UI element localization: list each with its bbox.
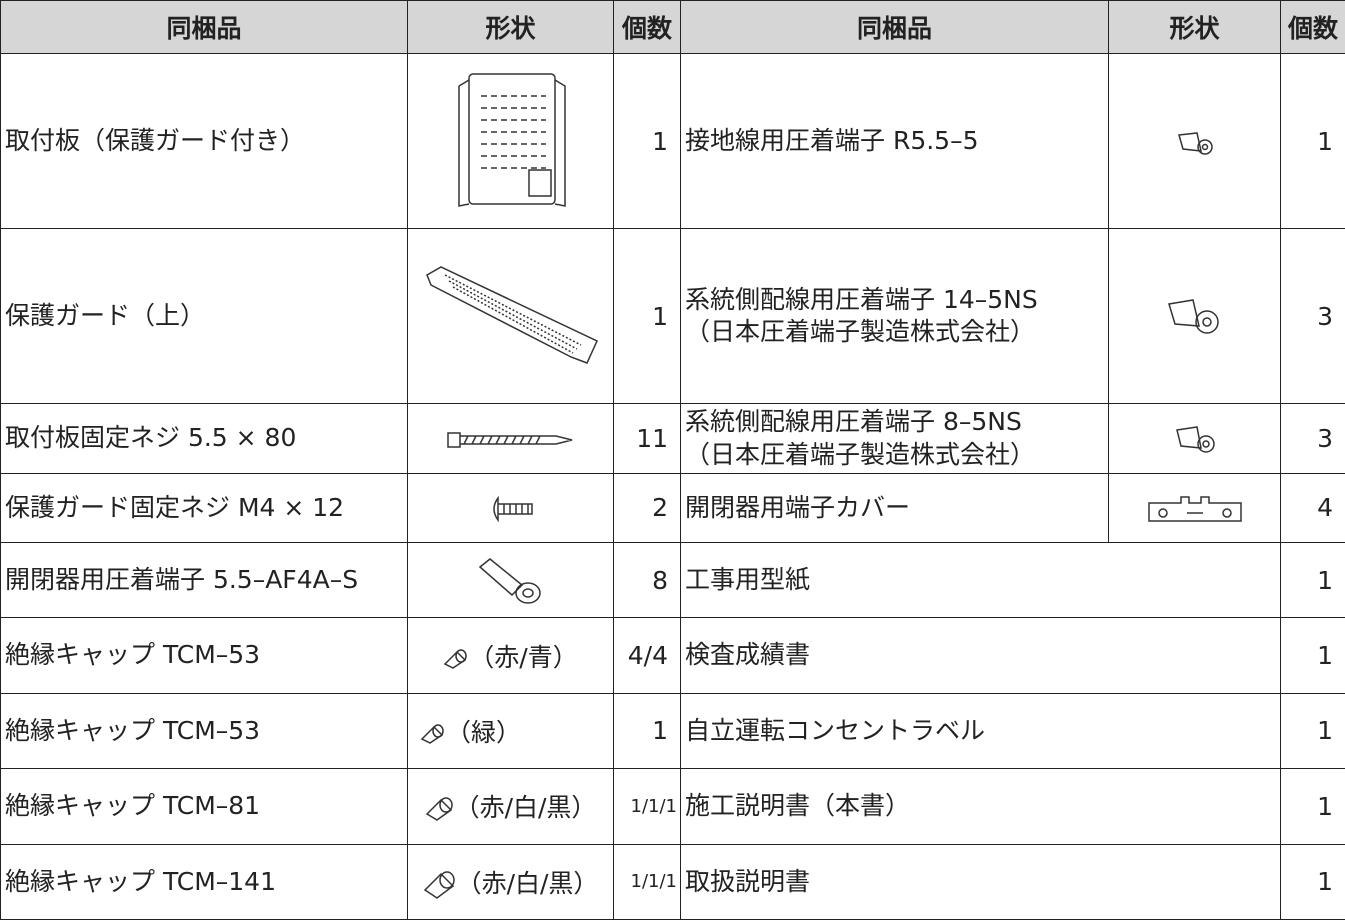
- item: 絶縁キャップ TCM–53: [0, 692, 408, 770]
- header-cell: 形状: [407, 0, 614, 54]
- shape: [1108, 228, 1281, 405]
- count: 4/4: [613, 617, 681, 694]
- cap-icon: [444, 648, 468, 669]
- item: 保護ガード（上）: [0, 228, 408, 405]
- guard-icon: [425, 266, 598, 365]
- header-cell: 同梱品: [680, 0, 1109, 54]
- count: 1: [613, 228, 681, 405]
- shape: （赤/白/黒）: [407, 768, 614, 845]
- item: 開閉器用圧着端子 5.5–AF4A–S: [0, 541, 408, 619]
- item: 検査成績書: [680, 617, 1281, 694]
- cap-icon: [425, 797, 453, 822]
- table-header: 同梱品 形状 個数 同梱品 形状 個数: [0, 0, 1345, 54]
- sleeve-icon: [478, 558, 541, 604]
- count: 1: [1280, 843, 1345, 920]
- shape: [407, 403, 614, 474]
- count: 2: [613, 472, 681, 544]
- header-cell: 同梱品: [0, 0, 408, 54]
- row: 絶縁キャップ TCM–81 （赤/白/黒） 1/1/1 施工説明書（本書） 1: [0, 768, 1345, 845]
- row: 絶縁キャップ TCM–53 （赤/青） 4/4 検査成績書 1: [0, 617, 1345, 694]
- shape: （赤/青）: [407, 617, 614, 694]
- item: 系統側配線用圧着端子 14–5NS （日本圧着端子製造株式会社）: [680, 228, 1109, 405]
- cover-icon: [1147, 496, 1242, 523]
- shape-note: （赤/白/黒）: [454, 793, 597, 823]
- cap-icon: [420, 724, 444, 744]
- small-screw-icon: [492, 496, 533, 523]
- item: 系統側配線用圧着端子 8–5NS （日本圧着端子製造株式会社）: [680, 403, 1109, 474]
- item: 施工説明書（本書）: [680, 768, 1281, 845]
- item: 接地線用圧着端子 R5.5–5: [680, 52, 1109, 230]
- count: 3: [1280, 403, 1345, 474]
- item: 自立運転コンセントラベル: [680, 692, 1281, 770]
- row: 保護ガード（上） 1 系統側配線用圧着端子 14–5NS （日本圧着端子製造株式…: [0, 228, 1345, 405]
- shape-note: （赤/白/黒）: [456, 868, 599, 898]
- shape: [407, 228, 614, 405]
- header-cell: 形状: [1108, 0, 1281, 54]
- count: 4: [1280, 472, 1345, 544]
- shape: [1108, 52, 1281, 230]
- row: 取付板固定ネジ 5.5 × 80 11 系統側配線用圧着端子 8–5NS （日本…: [0, 403, 1345, 474]
- count: 1/1/1: [613, 768, 681, 845]
- shape: [407, 472, 614, 544]
- item: 保護ガード固定ネジ M4 × 12: [0, 472, 408, 544]
- item: 取扱説明書: [680, 843, 1281, 920]
- row: 取付板（保護ガード付き） 1 接地線用圧着端子 R5.5–5 1: [0, 52, 1345, 230]
- count: 8: [613, 541, 681, 619]
- shape: [407, 52, 614, 230]
- count: 1: [1280, 617, 1345, 694]
- count: 1: [1280, 541, 1345, 619]
- item: 絶縁キャップ TCM–141: [0, 843, 408, 920]
- row: 絶縁キャップ TCM–141 （赤/白/黒） 1/1/1 取扱説明書 1: [0, 843, 1345, 920]
- count: 1: [613, 52, 681, 230]
- item: 絶縁キャップ TCM–81: [0, 768, 408, 845]
- table-body: 取付板（保護ガード付き） 1 接地線用圧着端子 R5.5–5 1 保護ガード（上…: [0, 52, 1345, 920]
- cap-icon: [423, 871, 455, 899]
- row: 開閉器用圧着端子 5.5–AF4A–S 8 工事用型紙 1: [0, 541, 1345, 619]
- header-row: 同梱品 形状 個数 同梱品 形状 個数: [0, 0, 1345, 54]
- screw-icon: [446, 432, 572, 448]
- count: 1/1/1: [613, 843, 681, 920]
- shape: [1108, 472, 1281, 544]
- row: 保護ガード固定ネジ M4 × 12 2 開閉器用端子カバー 4: [0, 472, 1345, 544]
- shape: （緑）: [407, 692, 614, 770]
- shape: [407, 541, 614, 619]
- count: 1: [613, 692, 681, 770]
- header-cell: 個数: [613, 0, 681, 54]
- lug-icon: [1167, 299, 1219, 335]
- item: 開閉器用端子カバー: [680, 472, 1109, 544]
- shape: （赤/白/黒）: [407, 843, 614, 920]
- item: 取付板固定ネジ 5.5 × 80: [0, 403, 408, 474]
- item: 取付板（保護ガード付き）: [0, 52, 408, 230]
- shape-note: （赤/青）: [469, 642, 578, 672]
- plate-icon: [457, 73, 566, 208]
- shape: [1108, 403, 1281, 474]
- count: 3: [1280, 228, 1345, 405]
- count: 1: [1280, 52, 1345, 230]
- count: 11: [613, 403, 681, 474]
- count: 1: [1280, 692, 1345, 770]
- lug-icon: [1175, 425, 1215, 453]
- row: 絶縁キャップ TCM–53 （緑） 1 自立運転コンセントラベル 1: [0, 692, 1345, 770]
- count: 1: [1280, 768, 1345, 845]
- item: 工事用型紙: [680, 541, 1281, 619]
- lug-icon: [1177, 131, 1213, 155]
- item: 絶縁キャップ TCM–53: [0, 617, 408, 694]
- header-cell: 個数: [1280, 0, 1345, 54]
- shape-note: （緑）: [446, 717, 522, 747]
